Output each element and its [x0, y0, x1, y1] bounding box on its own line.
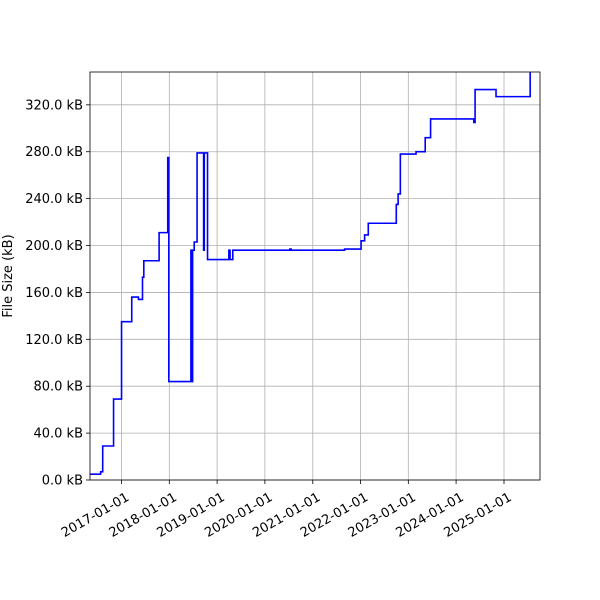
y-axis-ticks: 0.0 kB 40.0 kB 80.0 kB 120.0 kB 160.0 kB 200.… [25, 98, 90, 489]
y-tick-label: 160.0 kB [25, 286, 83, 301]
y-tick-label: 0.0 kB [42, 474, 83, 489]
plot-frame [89, 71, 541, 481]
y-tick-label: 320.0 kB [25, 98, 83, 113]
y-tick-label: 240.0 kB [25, 192, 83, 207]
series-layer [90, 72, 531, 475]
y-axis-label: File Size (kB) [1, 234, 16, 317]
y-tick-label: 40.0 kB [33, 427, 83, 442]
file-size-series-line [90, 72, 531, 475]
y-tick-label: 120.0 kB [25, 333, 83, 348]
y-tick-label: 280.0 kB [25, 145, 83, 160]
y-tick-label: 80.0 kB [33, 380, 83, 395]
y-tick-label: 200.0 kB [25, 239, 83, 254]
